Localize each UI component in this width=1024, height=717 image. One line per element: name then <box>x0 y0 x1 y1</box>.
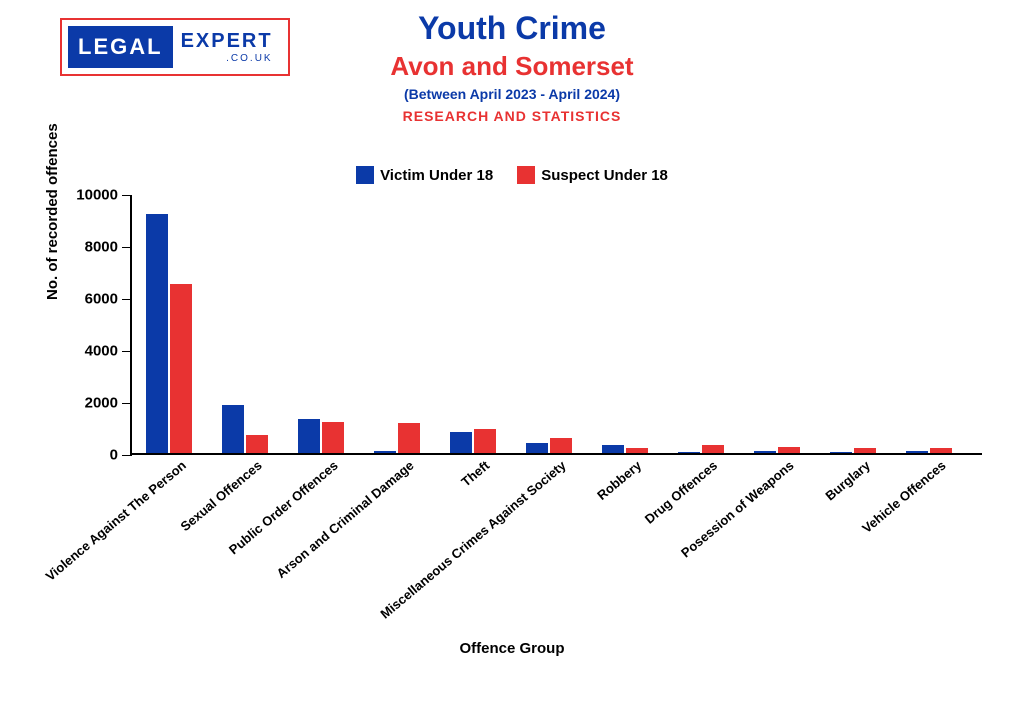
ytick <box>122 299 132 300</box>
bar-series1 <box>754 451 776 453</box>
page-subtitle: Avon and Somerset <box>0 51 1024 82</box>
page-title: Youth Crime <box>0 10 1024 47</box>
xaxis-title: Offence Group <box>0 640 1024 657</box>
bar-series1 <box>222 405 244 453</box>
ytick-label: 0 <box>110 447 118 464</box>
xtick-label: Theft <box>455 453 493 490</box>
legend-swatch-1 <box>356 166 374 184</box>
legend: Victim Under 18 Suspect Under 18 <box>0 166 1024 184</box>
ytick <box>122 455 132 456</box>
bar-series2 <box>550 438 572 453</box>
bar-series2 <box>474 429 496 453</box>
bars-container: Violence Against The PersonSexual Offenc… <box>132 195 982 453</box>
bar-series2 <box>778 447 800 453</box>
bar-series1 <box>906 451 928 453</box>
bar-series2 <box>170 284 192 453</box>
bar-series2 <box>398 423 420 453</box>
ytick-label: 8000 <box>85 239 118 256</box>
ytick <box>122 403 132 404</box>
chart: Violence Against The PersonSexual Offenc… <box>112 195 982 455</box>
legend-label-1: Victim Under 18 <box>380 167 493 184</box>
legend-item-victim: Victim Under 18 <box>356 166 493 184</box>
bar-series1 <box>678 452 700 453</box>
xtick-label: Violence Against The Person <box>38 453 188 584</box>
xtick-label: Arson and Criminal Damage <box>270 453 417 581</box>
bar-series2 <box>702 445 724 453</box>
bar-series2 <box>930 448 952 453</box>
xtick-label: Burglary <box>818 453 872 503</box>
bar-series2 <box>246 435 268 453</box>
ytick-label: 4000 <box>85 343 118 360</box>
bar-series1 <box>374 451 396 453</box>
legend-label-2: Suspect Under 18 <box>541 167 668 184</box>
ytick-label: 2000 <box>85 395 118 412</box>
bar-series1 <box>526 443 548 453</box>
ytick <box>122 247 132 248</box>
bar-series1 <box>298 419 320 453</box>
plot-area: Violence Against The PersonSexual Offenc… <box>130 195 982 455</box>
legend-item-suspect: Suspect Under 18 <box>517 166 668 184</box>
titles: Youth Crime Avon and Somerset (Between A… <box>0 10 1024 124</box>
ytick <box>122 351 132 352</box>
bar-series2 <box>854 448 876 453</box>
legend-swatch-2 <box>517 166 535 184</box>
bar-series1 <box>450 432 472 453</box>
ytick-label: 10000 <box>76 187 118 204</box>
bar-series2 <box>626 448 648 453</box>
ytick-label: 6000 <box>85 291 118 308</box>
bar-series1 <box>146 214 168 453</box>
research-label: RESEARCH AND STATISTICS <box>0 108 1024 124</box>
date-range: (Between April 2023 - April 2024) <box>0 86 1024 102</box>
ytick <box>122 195 132 196</box>
yaxis-title: No. of recorded offences <box>44 123 61 300</box>
bar-series1 <box>830 452 852 453</box>
xtick-label: Robbery <box>591 453 645 503</box>
bar-series1 <box>602 445 624 453</box>
bar-series2 <box>322 422 344 453</box>
